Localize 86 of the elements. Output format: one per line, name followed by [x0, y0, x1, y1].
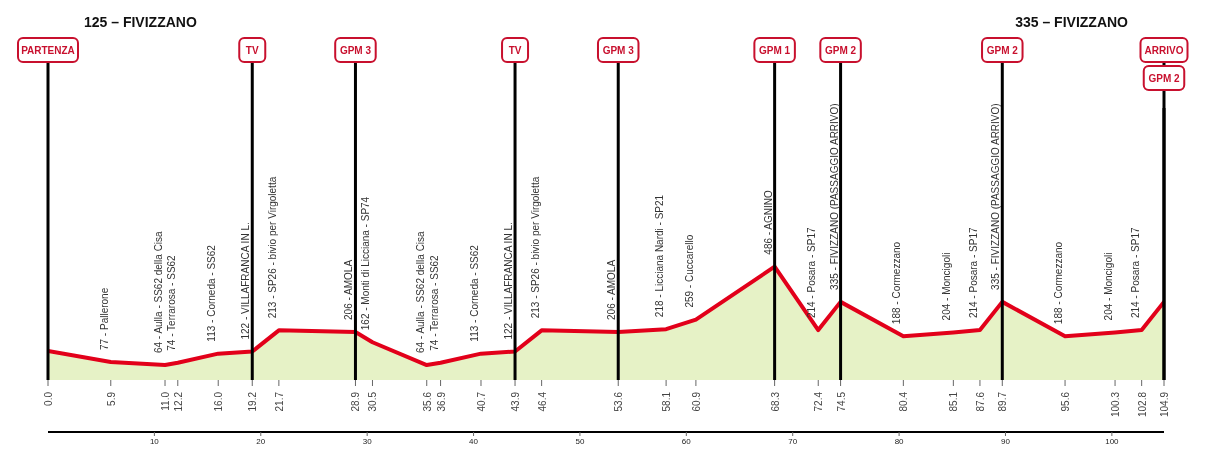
data-label: 335 - FIVIZZANO (PASSAGGIO ARRIVO) [990, 103, 1002, 290]
x2-tick-label: 50 [575, 436, 585, 446]
badge-icon: GPM 1 [753, 37, 796, 63]
data-label: 74 - Terrarosa - SS62 [165, 254, 177, 351]
data-label: 122 - VILLAFRANCA IN L. [503, 222, 515, 340]
x2-tick-label: 20 [256, 436, 266, 446]
data-label: 214 - Posara - SP17 [1129, 227, 1141, 319]
badge-icon: TV [501, 37, 530, 63]
ref-line-label: GPM 2 [1148, 73, 1180, 84]
ref-line-label: ARRIVO [1144, 45, 1184, 56]
data-label: 74 - Terrarosa - SS62 [428, 254, 440, 351]
badge-icon: ARRIVO [1139, 37, 1189, 63]
x2-tick-label: 80 [894, 436, 905, 446]
x-tick-label: 12.2 [172, 391, 184, 412]
badge-icon: TV [238, 37, 267, 63]
data-label: 213 - SP26 - bivio per Virgoletta [266, 176, 278, 319]
ref-line-label: GPM 2 [825, 45, 857, 56]
x2-tick-label: 10 [149, 436, 160, 446]
ref-line-label: TV [245, 45, 259, 56]
badge-icon: GPM 2 [819, 37, 862, 63]
data-label: 122 - VILLAFRANCA IN L. [240, 222, 252, 340]
x-tick-label: 72.4 [813, 391, 825, 412]
x-tick-label: 89.7 [997, 391, 1009, 412]
x2-tick-label: 40 [469, 436, 479, 446]
x-tick-label: 46.4 [536, 391, 548, 412]
data-label: 113 - Corneda - SS62 [206, 244, 218, 342]
data-label: 188 - Cormezzano [1053, 241, 1065, 325]
x-tick-label: 102.8 [1136, 391, 1148, 418]
data-label: 213 - SP26 - bivio per Virgoletta [529, 176, 541, 319]
x-tick-label: 30.5 [367, 391, 379, 412]
x-tick-label: 0.0 [43, 391, 54, 406]
data-label: 259 - Cuccarello [683, 234, 695, 308]
x-tick-label: 53.6 [613, 391, 625, 412]
badge-icon: GPM 3 [597, 37, 640, 63]
data-label: 204 - Moncigoli [941, 252, 953, 321]
badge-icon: PARTENZA [17, 37, 79, 63]
x-tick-label: 36.9 [435, 391, 447, 412]
ref-line-label: TV [508, 45, 522, 56]
x-tick-label: 80.4 [898, 391, 910, 412]
x2-tick-label: 100 [1105, 436, 1120, 446]
x-tick-label: 16.0 [213, 391, 225, 412]
ref-line-label: GPM 3 [602, 45, 635, 56]
x-tick-label: 35.6 [421, 391, 433, 412]
x-tick-label: 28.9 [350, 391, 362, 412]
data-label: 214 - Posara - SP17 [967, 227, 979, 319]
text: 335 – FIVIZZANO [1015, 14, 1129, 30]
data-label: 204 - Moncigoli [1103, 252, 1115, 321]
x-tick-label: 19.2 [247, 391, 259, 412]
text: 125 – FIVIZZANO [84, 14, 197, 30]
ref-line-label: PARTENZA [21, 45, 75, 56]
data-label: 486 - AGNINO [762, 189, 774, 255]
data-label: 64 - Aulla - SS62 della Cisa [414, 230, 426, 354]
data-label: 206 - AMOLA [606, 259, 618, 320]
x-tick-label: 85.1 [948, 391, 960, 412]
badge-icon: GPM 3 [334, 37, 377, 63]
x2-tick-label: 30 [362, 436, 373, 446]
data-label: 206 - AMOLA [343, 259, 355, 320]
badge-icon: GPM 2 [1142, 65, 1186, 91]
ref-line-label: GPM 2 [986, 45, 1019, 56]
x2-tick-label: 60 [681, 436, 692, 446]
data-label: 218 - Licciana Nardi - SP21 [654, 194, 666, 318]
x-tick-label: 104.9 [1159, 391, 1170, 418]
x-tick-label: 40.7 [476, 391, 487, 412]
x-tick-label: 21.7 [273, 391, 285, 412]
x-tick-label: 60.9 [690, 391, 702, 412]
x-tick-label: 68.3 [769, 391, 781, 412]
data-label: 188 - Cormezzano [891, 241, 903, 325]
x-tick-label: 11.0 [160, 391, 172, 411]
x-tick-label: 74.5 [835, 391, 847, 412]
ref-line-label: GPM 3 [339, 45, 372, 56]
x-tick-label: 5.9 [105, 391, 117, 406]
data-label: 113 - Corneda - SS62 [469, 244, 480, 342]
x-tick-label: 100.3 [1110, 391, 1122, 418]
ref-line-label: GPM 1 [759, 45, 791, 56]
data-label: 335 - FIVIZZANO (PASSAGGIO ARRIVO) [828, 103, 840, 290]
badge-icon: GPM 2 [981, 37, 1024, 63]
data-label: 162 - Monti di Licciana - SP74 [360, 196, 372, 331]
x-tick-label: 95.6 [1060, 391, 1072, 412]
x2-tick-label: 90 [1001, 436, 1011, 446]
x2-tick-label: 70 [788, 436, 798, 446]
x-tick-label: 43.9 [510, 391, 522, 412]
data-label: 64 - Aulla - SS62 della Cisa [153, 230, 165, 354]
data-label: 77 - Pallerone [98, 287, 110, 351]
x-tick-label: 87.6 [974, 391, 986, 412]
data-label: 214 - Posara - SP17 [806, 227, 818, 319]
x-tick-label: 58.1 [661, 391, 673, 412]
